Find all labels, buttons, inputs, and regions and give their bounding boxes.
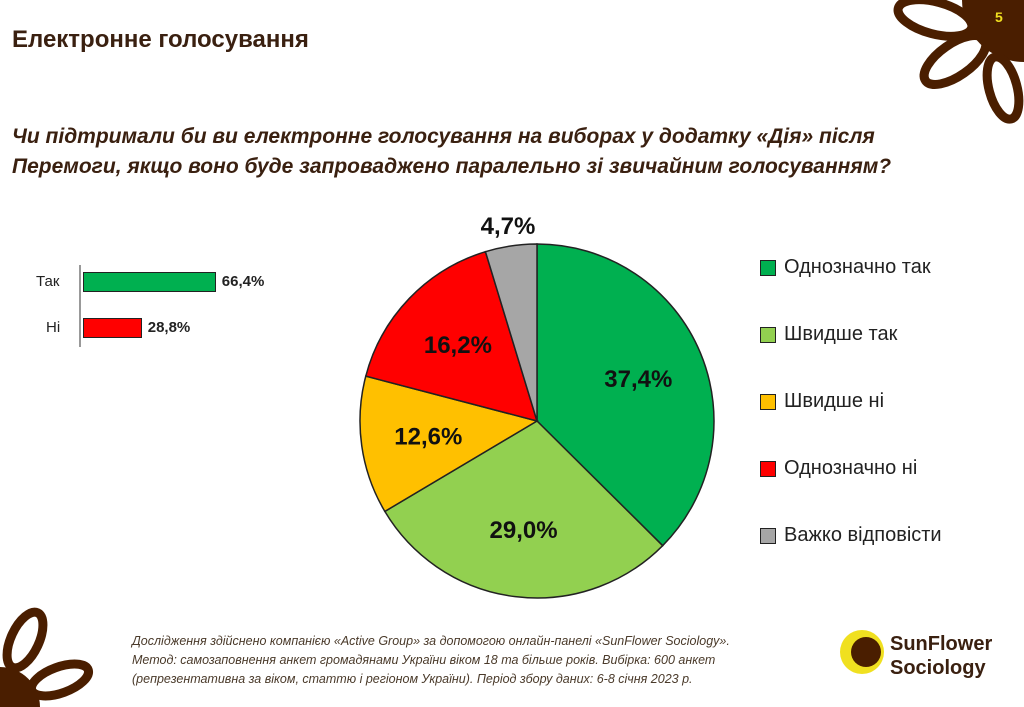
legend-swatch (760, 326, 776, 343)
pie-slice (484, 243, 538, 422)
pie-label: 16,2% (424, 332, 492, 359)
legend-label: Швидше ні (784, 390, 885, 412)
legend-item: Важко відповісти (760, 524, 942, 547)
legend-swatch (760, 259, 776, 276)
legend-label: Однозначно так (784, 256, 931, 278)
legend-swatch (760, 527, 776, 544)
pie-label: 37,4% (604, 366, 672, 393)
bar-no (83, 318, 142, 338)
pie-label: 29,0% (490, 517, 558, 544)
footnote: Дослідження здійснено компанією «Active … (132, 632, 730, 689)
footnote-line: Метод: самозаповнення анкет громадянами … (132, 653, 716, 667)
legend-item: Швидше так (760, 323, 897, 346)
pie-slice (536, 243, 715, 547)
legend-label: Важко відповісти (784, 524, 942, 546)
legend-item: Однозначно ні (760, 457, 917, 480)
legend-item: Однозначно так (760, 256, 931, 279)
bar-value-yes: 66,4% (221, 273, 265, 290)
pie-label: 12,6% (394, 423, 462, 450)
page-number: 5 (995, 9, 1003, 25)
sunflower-corner-icon (893, 0, 1024, 124)
pie-slice (364, 250, 539, 423)
pie-chart: 37,4% 29,0% 12,6% 16,2% 4,7% (359, 213, 715, 599)
legend-label: Однозначно ні (784, 457, 918, 479)
bar-label-no: Ні (46, 319, 61, 336)
bar-value-no: 28,8% (147, 319, 191, 336)
logo-line: Sociology (890, 657, 986, 679)
legend-label: Швидше так (784, 323, 898, 345)
logo: SunFlower Sociology (890, 632, 992, 680)
bar-yes (83, 272, 216, 292)
footnote-line: Дослідження здійснено компанією «Active … (132, 634, 730, 648)
question-text: Чи підтримали би ви електронне голосуван… (12, 125, 892, 178)
legend-item: Швидше ні (760, 390, 884, 413)
page-title: Електронне голосування (12, 26, 309, 53)
footnote-line: (репрезентативна за віком, статтю і регі… (132, 672, 693, 686)
pie-slice (383, 420, 664, 599)
sunflower-bottom-left-icon (0, 607, 94, 707)
pie-label: 4,7% (481, 213, 536, 240)
bar-label-yes: Так (36, 273, 60, 290)
sunflower-logo-icon (840, 630, 884, 674)
logo-line: SunFlower (890, 633, 993, 655)
legend-swatch (760, 460, 776, 477)
legend-swatch (760, 393, 776, 410)
